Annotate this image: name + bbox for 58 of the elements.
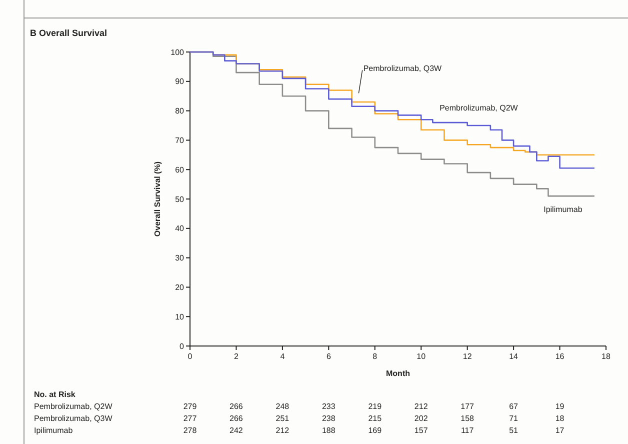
text: 248 <box>276 402 290 411</box>
series-label: Pembrolizumab, Q2W <box>440 104 518 113</box>
text: 117 <box>460 426 474 435</box>
text: No. at Risk <box>34 390 76 399</box>
text: Pembrolizumab, Q3W <box>363 64 442 73</box>
y-tick-label: 40 <box>175 224 185 234</box>
y-tick-label: 90 <box>175 77 185 86</box>
text: 18 <box>555 414 565 423</box>
text: 238 <box>322 414 336 423</box>
y-axis-title: Overall Survival (%) <box>153 161 162 237</box>
text: 19 <box>555 402 565 411</box>
text: 233 <box>322 402 336 411</box>
y-tick-label: 30 <box>175 254 185 263</box>
x-tick-label: 2 <box>234 352 239 361</box>
text: 188 <box>322 426 336 435</box>
text: 277 <box>183 414 198 423</box>
x-tick-label: 8 <box>372 352 378 361</box>
x-tick-label: 4 <box>280 352 286 361</box>
x-tick-label: 18 <box>602 352 611 361</box>
y-tick-label: 0 <box>180 342 185 351</box>
x-tick-label: 0 <box>188 352 193 361</box>
text: 212 <box>276 426 290 435</box>
text: 67 <box>509 402 519 411</box>
text: 202 <box>414 414 428 423</box>
text: 158 <box>460 414 475 423</box>
text: 242 <box>230 426 244 435</box>
text: 157 <box>414 426 428 435</box>
x-tick-label: 10 <box>416 352 426 361</box>
text: 251 <box>276 414 290 423</box>
text: 51 <box>509 426 519 435</box>
y-tick-label: 50 <box>175 194 185 204</box>
y-tick-label: 70 <box>175 136 185 145</box>
x-tick-label: 6 <box>326 352 332 361</box>
text: 71 <box>509 414 519 423</box>
y-tick-label: 10 <box>175 312 185 322</box>
x-tick-label: 14 <box>509 352 519 361</box>
text: 177 <box>460 402 475 411</box>
x-tick-label: 12 <box>462 352 472 361</box>
text: 266 <box>230 402 244 411</box>
y-tick-label: 100 <box>170 48 185 57</box>
series-label: Ipilimumab <box>544 205 583 214</box>
y-tick-label: 80 <box>175 106 185 116</box>
text: Pembrolizumab, Q2W <box>34 402 113 411</box>
x-axis-title: Month <box>386 369 410 378</box>
text: 212 <box>414 402 428 411</box>
text: Ipilimumab <box>34 426 74 435</box>
text: 17 <box>555 426 565 435</box>
text: 278 <box>183 426 198 435</box>
text: 215 <box>368 414 382 423</box>
y-tick-label: 20 <box>175 283 185 292</box>
text: 279 <box>183 402 198 411</box>
x-tick-label: 16 <box>555 352 565 361</box>
text: 169 <box>368 426 382 435</box>
text: B Overall Survival <box>30 28 108 38</box>
y-tick-label: 60 <box>175 165 185 174</box>
text: 266 <box>230 414 244 423</box>
text: 219 <box>368 402 382 411</box>
text: Pembrolizumab, Q3W <box>34 414 113 423</box>
